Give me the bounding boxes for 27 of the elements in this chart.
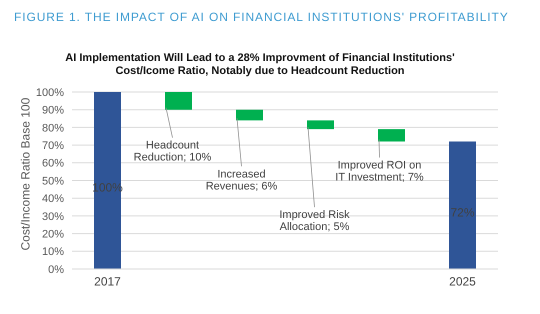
bar	[378, 129, 405, 142]
y-tick-label: 90%	[42, 104, 64, 117]
chart-subtitle: AI Implementation Will Lead to a 28% Improvment of Financial Institutions' Cost/Icome Ratio, Notably due to Headcount Reduction	[64, 52, 456, 78]
bar	[449, 142, 476, 269]
y-tick-label: 0%	[48, 264, 64, 276]
data-label: Improved Risk Allocation; 5%	[279, 209, 350, 234]
x-tick-label: 2017	[94, 274, 122, 289]
data-label: 72%	[450, 205, 475, 220]
y-tick-label: 20%	[42, 228, 64, 241]
y-tick-label: 30%	[42, 210, 64, 223]
y-axis-title: Cost/Income Ratio Base 100	[18, 97, 32, 250]
bar	[307, 120, 334, 130]
bar	[165, 92, 192, 110]
y-tick-label: 80%	[42, 122, 64, 134]
y-tick-label: 70%	[42, 140, 64, 152]
bar	[94, 92, 121, 269]
chart-title: FIGURE 1. THE IMPACT OF AI ON FINANCIAL INSTITUTIONS' PROFITABILITY	[14, 10, 509, 24]
y-tick-label: 100%	[36, 86, 64, 99]
data-label: Improved ROI on IT Investment; 7%	[335, 160, 424, 184]
y-tick-label: 10%	[42, 246, 64, 258]
bar	[236, 110, 263, 120]
y-tick-label: 60%	[42, 158, 64, 170]
y-tick-label: 50%	[42, 175, 64, 188]
y-tick-label: 40%	[42, 193, 64, 206]
x-tick-label: 2025	[449, 274, 476, 289]
data-label: Increased Revenues; 6%	[206, 168, 278, 192]
data-label: Headcount Reduction; 10%	[134, 140, 212, 164]
